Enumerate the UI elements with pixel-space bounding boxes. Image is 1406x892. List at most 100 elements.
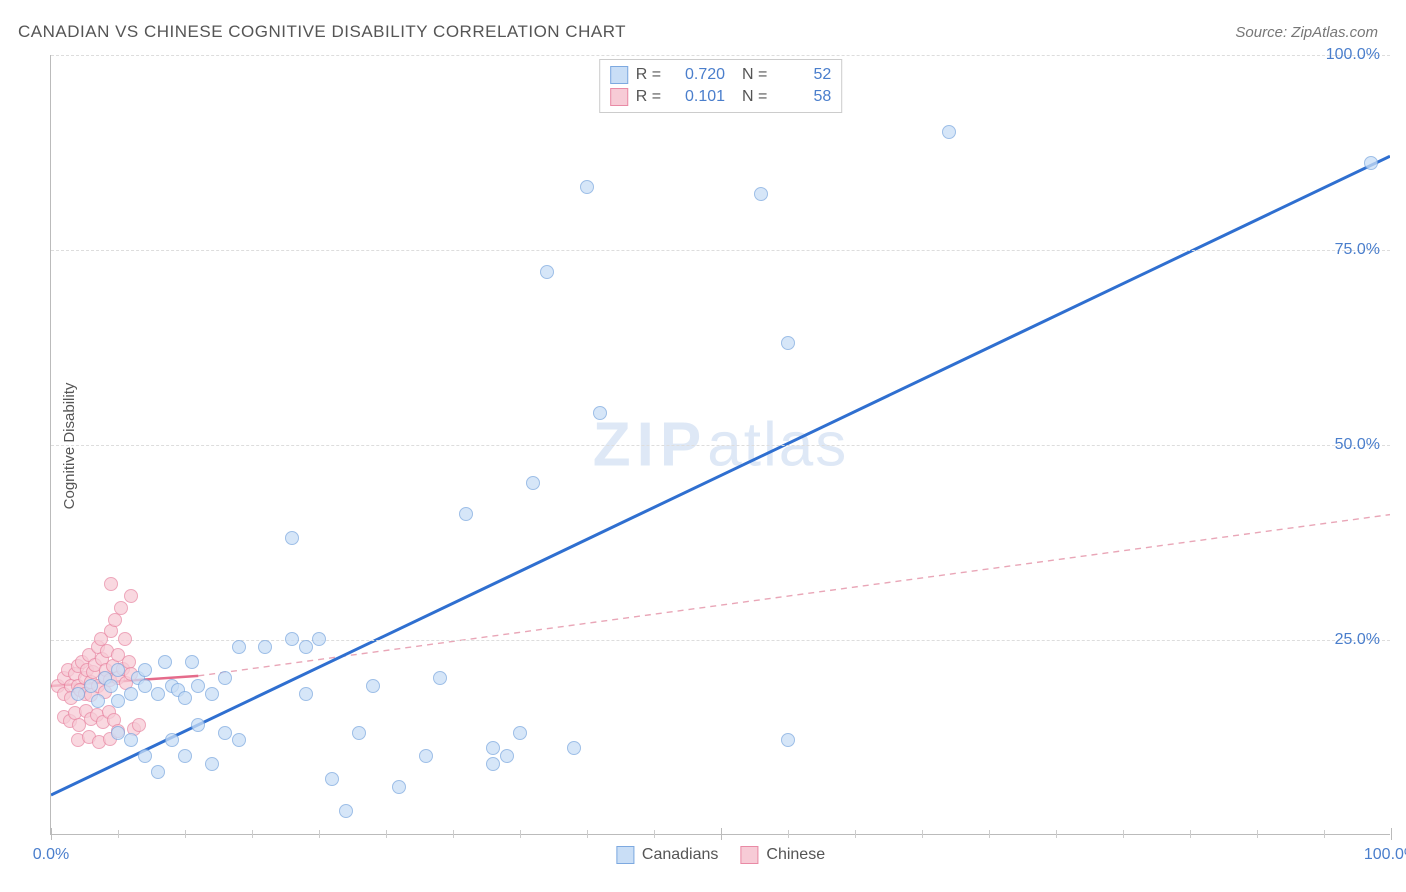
data-point [124,733,138,747]
data-point [111,726,125,740]
legend-item-canadians: Canadians [616,846,719,864]
data-point [526,476,540,490]
data-point [366,679,380,693]
data-point [71,687,85,701]
data-point [111,694,125,708]
legend-swatch-icon [616,846,634,864]
data-point [299,687,313,701]
x-tick-label: 0.0% [33,846,69,864]
gridline-h [51,55,1390,56]
data-point [104,577,118,591]
x-tick-minor [520,830,521,838]
data-point [158,655,172,669]
source-value: ZipAtlas.com [1291,24,1378,41]
trend-line [198,515,1390,676]
data-point [232,733,246,747]
chart-title: CANADIAN VS CHINESE COGNITIVE DISABILITY… [18,22,626,42]
x-tick-minor [922,830,923,838]
data-point [232,640,246,654]
data-point [285,531,299,545]
data-point [593,406,607,420]
legend-swatch-chinese [610,88,628,106]
data-point [138,679,152,693]
data-point [91,694,105,708]
data-point [114,601,128,615]
data-point [299,640,313,654]
y-tick-label: 50.0% [1335,436,1380,454]
data-point [339,804,353,818]
x-tick-minor [587,830,588,838]
legend-r-label: R = [636,66,661,84]
x-tick-minor [252,830,253,838]
data-point [151,687,165,701]
data-point [218,726,232,740]
data-point [459,507,473,521]
x-tick-major [721,828,722,840]
data-point [352,726,366,740]
data-point [540,265,554,279]
legend-r-value-canadians: 0.720 [669,66,725,84]
legend-row-canadians: R = 0.720 N = 52 [610,64,832,86]
legend-swatch-icon [740,846,758,864]
source-label: Source: [1235,24,1291,41]
data-point [205,757,219,771]
data-point [486,757,500,771]
data-point [191,718,205,732]
data-point [392,780,406,794]
data-point [513,726,527,740]
data-point [285,632,299,646]
legend-item-chinese: Chinese [740,846,825,864]
data-point [205,687,219,701]
data-point [419,749,433,763]
gridline-h [51,445,1390,446]
legend-swatch-canadians [610,66,628,84]
data-point [325,772,339,786]
y-tick-label: 75.0% [1335,241,1380,259]
x-tick-minor [1123,830,1124,838]
data-point [104,679,118,693]
data-point [500,749,514,763]
legend-label-chinese: Chinese [766,846,825,864]
legend-r-label: R = [636,88,661,106]
legend-n-label: N = [733,66,767,84]
data-point [111,663,125,677]
x-tick-minor [1324,830,1325,838]
x-tick-label: 100.0% [1364,846,1406,864]
data-point [178,691,192,705]
correlation-legend: R = 0.720 N = 52 R = 0.101 N = 58 [599,59,843,113]
data-point [124,687,138,701]
x-tick-major [51,828,52,840]
legend-label-canadians: Canadians [642,846,719,864]
data-point [942,125,956,139]
x-tick-major [1391,828,1392,840]
x-tick-minor [453,830,454,838]
x-tick-minor [855,830,856,838]
data-point [185,655,199,669]
data-point [754,187,768,201]
data-point [138,749,152,763]
x-tick-minor [788,830,789,838]
y-tick-label: 100.0% [1326,46,1380,64]
data-point [567,741,581,755]
scatter-plot-area: ZIPatlas R = 0.720 N = 52 R = 0.101 N = … [50,55,1390,835]
x-tick-minor [654,830,655,838]
x-tick-minor [319,830,320,838]
data-point [151,765,165,779]
data-point [1364,156,1378,170]
x-tick-minor [185,830,186,838]
gridline-h [51,640,1390,641]
x-tick-minor [1190,830,1191,838]
data-point [218,671,232,685]
source-attribution: Source: ZipAtlas.com [1235,24,1378,41]
x-tick-minor [1056,830,1057,838]
x-tick-minor [386,830,387,838]
trend-line [51,156,1390,795]
series-legend: Canadians Chinese [616,846,825,864]
data-point [781,336,795,350]
data-point [781,733,795,747]
data-point [433,671,447,685]
legend-n-value-canadians: 52 [775,66,831,84]
legend-n-value-chinese: 58 [775,88,831,106]
data-point [124,589,138,603]
legend-n-label: N = [733,88,767,106]
